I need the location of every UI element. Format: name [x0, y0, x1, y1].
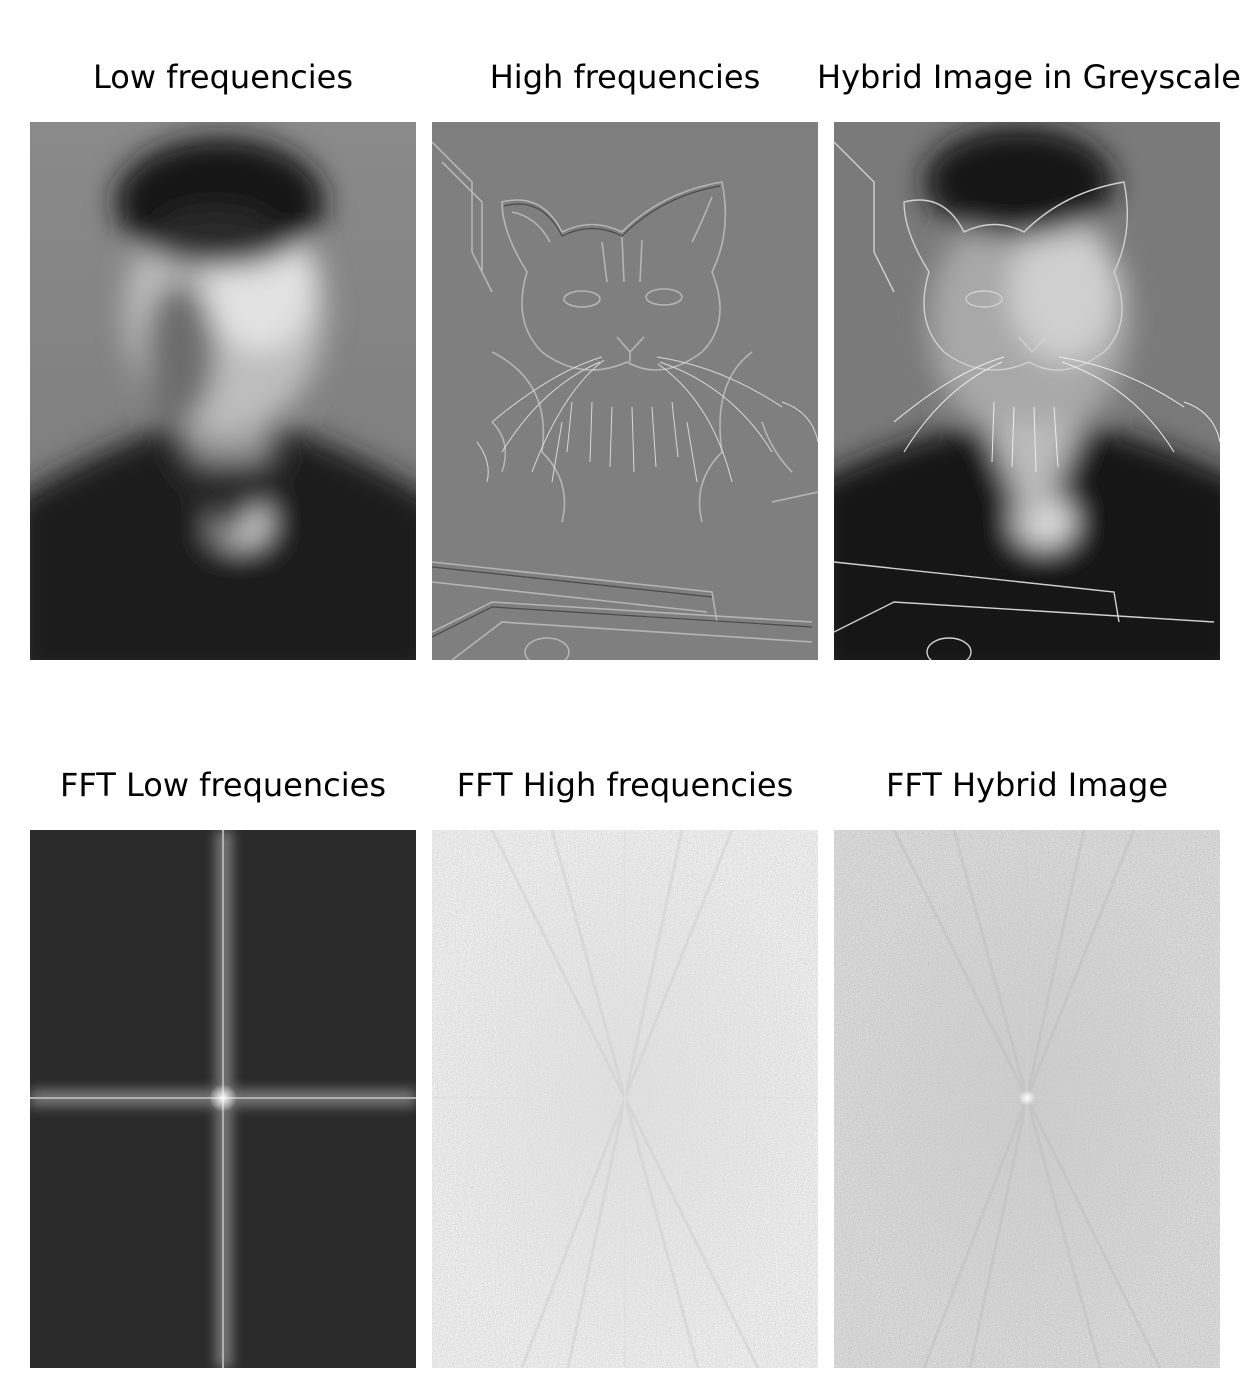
title-fft-high-frequencies: FFT High frequencies: [456, 766, 794, 804]
title-fft-low-frequencies: FFT Low frequencies: [60, 766, 386, 804]
fft-low-spectrum-graphic: [30, 830, 416, 1368]
title-high-frequencies: High frequencies: [489, 58, 761, 96]
blurred-portrait-graphic: [30, 122, 416, 660]
high-frequencies-image: [432, 122, 818, 660]
low-frequencies-image: [30, 122, 416, 660]
fft-high-spectrum-graphic: [432, 830, 818, 1368]
fft-high-frequencies-image: [432, 830, 818, 1368]
fft-hybrid-image: [834, 830, 1220, 1368]
fft-low-frequencies-image: [30, 830, 416, 1368]
hybrid-image: [834, 122, 1220, 660]
title-hybrid-image: Hybrid Image in Greyscale: [817, 58, 1241, 96]
cat-edges-graphic: [432, 122, 818, 660]
fft-hybrid-spectrum-graphic: [834, 830, 1220, 1368]
hybrid-graphic: [834, 122, 1220, 660]
title-fft-hybrid-image: FFT Hybrid Image: [885, 766, 1169, 804]
title-low-frequencies: Low frequencies: [93, 58, 353, 96]
